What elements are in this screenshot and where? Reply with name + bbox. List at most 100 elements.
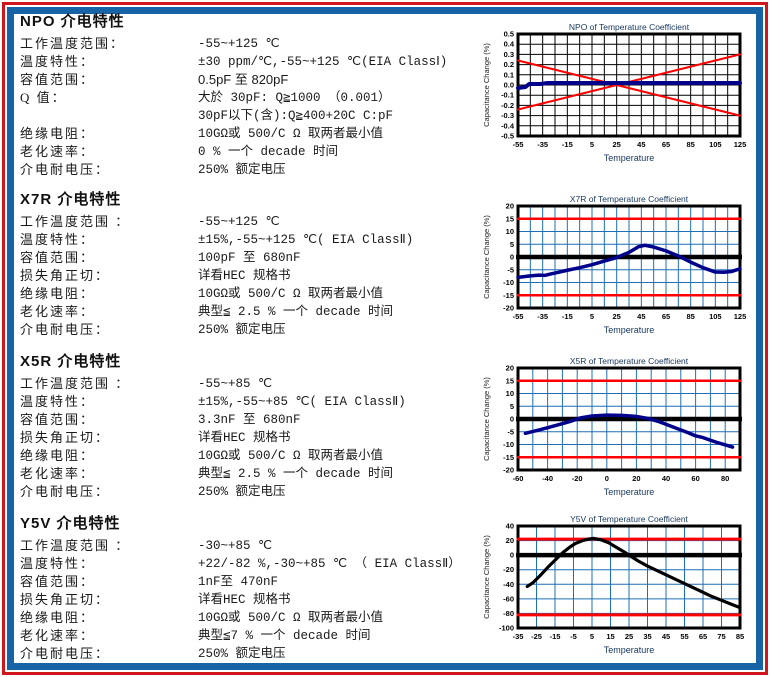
x5r-temperature-coefficient-chart: -60 -40 -20 0 20 40 60 80 20 15 10 5 0 -5 -10 -15 -20 X5R… xyxy=(482,356,754,502)
spec-label: 工作温度范围 ： xyxy=(20,376,131,391)
x-tick-label: 15 xyxy=(606,632,614,641)
spec-value: ±30 ppm/℃,-55~+125 ℃(EIA ClassⅠ) xyxy=(198,55,448,69)
x7r-temperature-coefficient-chart: -55 -35 -15 5 25 45 65 85 105 125 20 15 10 5 0 -5 -10 -15… xyxy=(482,194,754,340)
spec-value: -55~+85 ℃ xyxy=(198,377,273,391)
spec-value: 0 % 一个 decade 时间 xyxy=(198,145,339,159)
spec-value: 250% 额定电压 xyxy=(198,323,286,337)
spec-value: -55~+125 ℃ xyxy=(198,37,280,51)
spec-row: 容值范围： 100pF 至 680nF xyxy=(20,249,482,267)
spec-value: 典型≦7 % 一个 decade 时间 xyxy=(198,629,371,643)
spec-row: 容值范围： 1nF至 470nF xyxy=(20,573,482,591)
spec-row: 老化速率： 0 % 一个 decade 时间 xyxy=(20,143,482,161)
spec-row: 温度特性： ±15%,-55~+85 ℃( EIA ClassⅡ) xyxy=(20,393,482,411)
x-tick-label: -35 xyxy=(537,140,548,149)
y-tick-label: 20 xyxy=(506,202,514,211)
spec-label: 工作温度范围 ： xyxy=(20,538,131,553)
y-tick-label: -5 xyxy=(507,265,514,274)
y-tick-label: -15 xyxy=(503,291,514,300)
series-typical xyxy=(516,80,742,91)
plot-frame xyxy=(516,524,742,630)
x-tick-label: 85 xyxy=(736,632,744,641)
spec-row: 绝缘电阻： 10GΩ或 500/C Ω 取两者最小值 xyxy=(20,285,482,303)
section-x5r: X5R 介电特性 工作温度范围 ： -55~+85 ℃ 温度特性： ±15%,-55~… xyxy=(20,350,482,501)
spec-row: 介电耐电压： 250% 额定电压 xyxy=(20,483,482,501)
x-tick-label: -5 xyxy=(570,632,577,641)
spec-row: 容值范围： 0.5pF 至 820pF xyxy=(20,71,482,89)
x-tick-label: 45 xyxy=(662,632,670,641)
spec-label: 工作温度范围： xyxy=(20,36,126,51)
spec-label: 老化速率： xyxy=(20,466,96,481)
y-tick-label: 0 xyxy=(510,253,514,262)
x-tick-label: 20 xyxy=(632,474,640,483)
spec-row: 损失角正切： 详看HEC 规格书 xyxy=(20,267,482,285)
spec-row: 工作温度范围 ： -55~+85 ℃ xyxy=(20,375,482,393)
y-tick-label: 5 xyxy=(510,240,514,249)
spec-value: 10GΩ或 500/C Ω 取两者最小值 xyxy=(198,449,384,463)
series-upper-limit-+30ppm xyxy=(517,59,741,117)
spec-value: 详看HEC 规格书 xyxy=(198,269,291,283)
spec-row: 老化速率： 典型≦7 % 一个 decade 时间 xyxy=(20,627,482,645)
x-tick-label: -15 xyxy=(562,312,573,321)
x-tick-label: 105 xyxy=(709,312,722,321)
y-axis-label: Capacitance Change (%) xyxy=(482,535,491,619)
x-tick-label: 65 xyxy=(662,312,670,321)
y5v-temperature-coefficient-chart: -35 -25 -15 -5 5 15 25 35 45 55 65 75 85 40 20 0 -20 -40 -… xyxy=(482,514,754,660)
plot-frame xyxy=(516,32,742,138)
spec-value: -55~+125 ℃ xyxy=(198,215,280,229)
spec-label: 介电耐电压： xyxy=(20,322,111,337)
y-tick-label: -0.5 xyxy=(501,132,514,141)
y-tick-label: 0.3 xyxy=(504,50,514,59)
x-tick-label: 65 xyxy=(699,632,707,641)
x-tick-label: 25 xyxy=(612,140,620,149)
x-tick-label: -40 xyxy=(542,474,553,483)
chart-canvas: -55 -35 -15 5 25 45 65 85 105 125 0.50.40.30.20.1 0… xyxy=(482,22,747,163)
spec-value: 10GΩ或 500/C Ω 取两者最小值 xyxy=(198,127,384,141)
x-axis-label: Temperature xyxy=(604,325,655,335)
spec-row: 温度特性： ±30 ppm/℃,-55~+125 ℃(EIA ClassⅠ) xyxy=(20,53,482,71)
spec-value: 典型≦ 2.5 % 一个 decade 时间 xyxy=(198,467,394,481)
y-tick-label: 0 xyxy=(510,415,514,424)
spec-row: 老化速率： 典型≦ 2.5 % 一个 decade 时间 xyxy=(20,303,482,321)
x-tick-label: -35 xyxy=(513,632,524,641)
y-tick-label: 10 xyxy=(506,389,514,398)
x-axis-label: Temperature xyxy=(604,487,655,497)
spec-row: 损失角正切： 详看HEC 规格书 xyxy=(20,429,482,447)
x-tick-label: 5 xyxy=(590,140,594,149)
spec-label: 工作温度范围 ： xyxy=(20,214,131,229)
spec-row: 容值范围： 3.3nF 至 680nF xyxy=(20,411,482,429)
x-tick-label: 80 xyxy=(721,474,729,483)
spec-value: 10GΩ或 500/C Ω 取两者最小值 xyxy=(198,287,384,301)
chart-title: NPO of Temperature Coefficient xyxy=(569,22,690,32)
y-tick-label: 10 xyxy=(506,227,514,236)
spec-value: 30pF以下(含):Q≧400+20C C:pF xyxy=(198,109,394,123)
spec-label: 温度特性： xyxy=(20,54,96,69)
y-tick-label: -20 xyxy=(503,304,514,313)
spec-value: -30~+85 ℃ xyxy=(198,539,273,553)
spec-row: 温度特性： ±15%,-55~+125 ℃( EIA ClassⅡ) xyxy=(20,231,482,249)
series-typical xyxy=(523,413,735,449)
spec-label: Q 值： xyxy=(20,90,67,105)
y-tick-label: -20 xyxy=(503,565,514,574)
section-title-x5r: X5R 介电特性 xyxy=(20,353,122,370)
section-npo: NPO 介电特性 工作温度范围： -55~+125 ℃ 温度特性： ±30 ppm/℃… xyxy=(20,10,482,179)
y-tick-label: -40 xyxy=(503,580,514,589)
spec-label: 损失角正切： xyxy=(20,268,111,283)
y-tick-label: -0.3 xyxy=(501,111,514,120)
spec-value: 250% 额定电压 xyxy=(198,485,286,499)
spec-label: 老化速率： xyxy=(20,628,96,643)
x-tick-label: -15 xyxy=(550,632,561,641)
spec-row: 绝缘电阻： 10GΩ或 500/C Ω 取两者最小值 xyxy=(20,125,482,143)
x-tick-label: 125 xyxy=(734,140,747,149)
y-tick-label: -60 xyxy=(503,594,514,603)
spec-value: 详看HEC 规格书 xyxy=(198,593,291,607)
spec-label: 温度特性： xyxy=(20,232,96,247)
y-tick-label: -20 xyxy=(503,466,514,475)
x-tick-label: -25 xyxy=(531,632,542,641)
section-title-y5v: Y5V 介电特性 xyxy=(20,515,121,532)
spec-label: 老化速率： xyxy=(20,144,96,159)
chart-canvas: -60 -40 -20 0 20 40 60 80 20 15 10 5 0 -5 -10 -15 -20 X5R… xyxy=(482,356,742,497)
spec-label xyxy=(20,107,198,125)
spec-label: 绝缘电阻： xyxy=(20,448,96,463)
spec-label: 绝缘电阻： xyxy=(20,286,96,301)
